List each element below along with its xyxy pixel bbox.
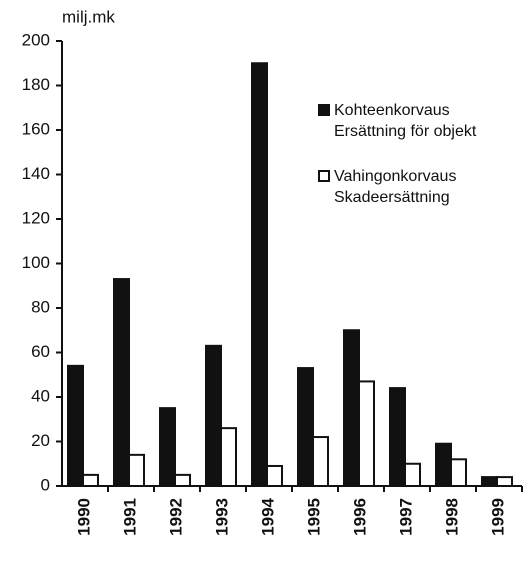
bar	[266, 464, 283, 488]
bar	[251, 62, 268, 487]
bar	[113, 278, 130, 488]
bar	[297, 367, 314, 488]
bar	[312, 436, 329, 487]
x-tick-label: 1997	[396, 498, 415, 536]
x-tick-label: 1998	[442, 498, 461, 536]
legend-swatch	[318, 170, 330, 182]
y-tick-label: 140	[22, 164, 50, 183]
legend-swatch	[318, 104, 330, 116]
x-tick-label: 1996	[350, 498, 369, 536]
x-tick-label: 1999	[488, 498, 507, 536]
y-tick-label: 60	[31, 342, 50, 361]
y-axis-label: milj.mk	[62, 7, 115, 26]
legend-label: Vahingonkorvaus Skadeersättning	[334, 168, 457, 206]
bar	[343, 329, 360, 487]
y-tick-label: 120	[22, 208, 50, 227]
y-tick-label: 160	[22, 119, 50, 138]
bar	[174, 473, 191, 487]
bar	[435, 442, 452, 488]
bar	[481, 476, 498, 488]
x-tick-label: 1991	[120, 498, 139, 536]
bar	[496, 476, 513, 488]
bar	[128, 453, 145, 488]
y-tick-label: 80	[31, 297, 50, 316]
y-tick-label: 200	[22, 30, 50, 49]
y-tick-label: 180	[22, 75, 50, 94]
bar	[220, 427, 237, 487]
x-tick-label: 1990	[74, 498, 93, 536]
x-tick-label: 1995	[304, 498, 323, 536]
legend-label: Kohteenkorvaus Ersättning för objekt	[334, 102, 477, 140]
y-tick-label: 100	[22, 253, 50, 272]
bar	[82, 473, 99, 487]
y-tick-label: 20	[31, 431, 50, 450]
x-tick-label: 1992	[166, 498, 185, 536]
bar	[67, 364, 84, 488]
bar	[404, 462, 421, 487]
bar	[450, 458, 467, 487]
x-tick-label: 1993	[212, 498, 231, 536]
x-tick-label: 1994	[258, 497, 277, 535]
y-tick-label: 40	[31, 386, 50, 405]
bar	[205, 344, 222, 488]
y-tick-label: 0	[41, 475, 50, 494]
bar	[159, 407, 176, 487]
bar	[358, 380, 375, 487]
bar	[389, 387, 406, 488]
